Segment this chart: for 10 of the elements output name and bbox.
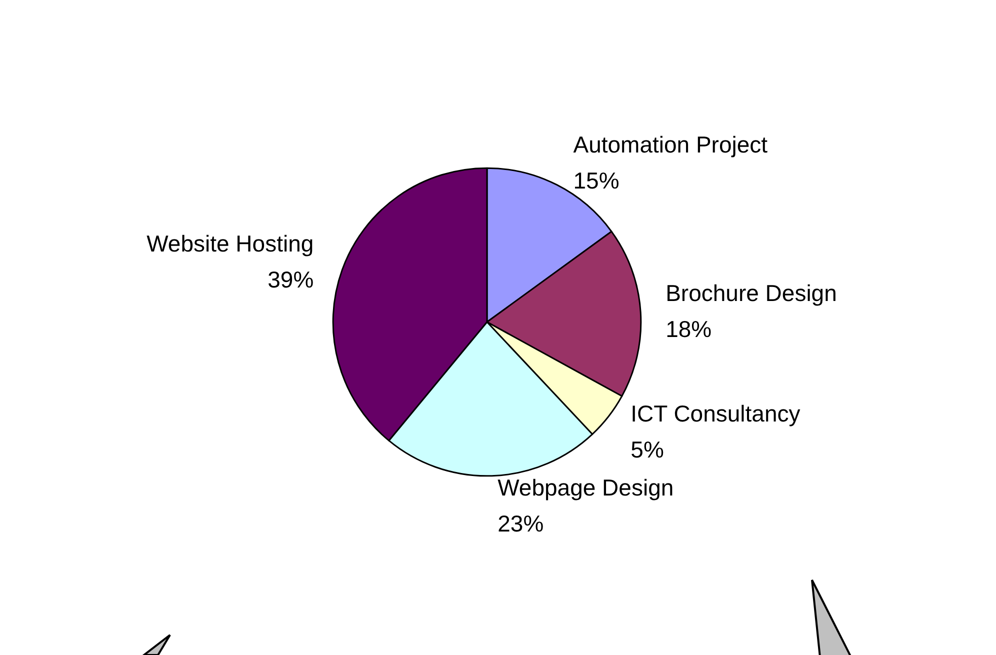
slice-label: Webpage Design bbox=[498, 474, 674, 501]
slice-label: Automation Project bbox=[573, 132, 768, 158]
slice-label: Website Hosting bbox=[146, 230, 314, 256]
data-label: 15% bbox=[573, 168, 620, 194]
data-label: 18% bbox=[666, 316, 712, 342]
data-label: 39% bbox=[268, 266, 314, 292]
data-label: 23% bbox=[498, 510, 544, 537]
data-label: 5% bbox=[630, 436, 664, 463]
slice-label: ICT Consultancy bbox=[630, 400, 801, 427]
slice-label: Brochure Design bbox=[666, 280, 837, 306]
